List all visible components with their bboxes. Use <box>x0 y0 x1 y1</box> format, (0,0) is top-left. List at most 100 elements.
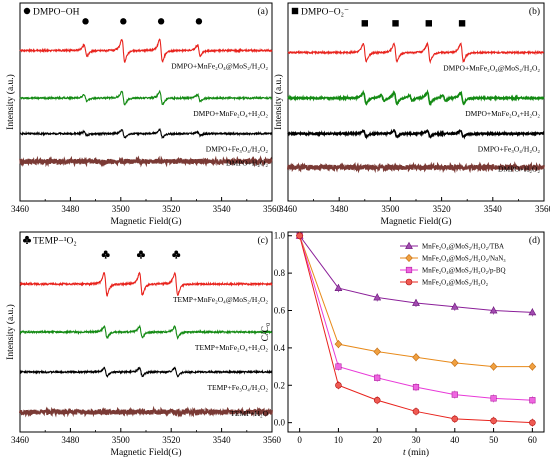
legend-entry: MnFe₂O₄@MoS₂/H₂O₂/TBA <box>422 243 504 251</box>
x-tick-label: 0 <box>297 435 302 445</box>
data-point <box>296 232 303 240</box>
legend-entry: MnFe₂O₄@MoS₂/H₂O₂/NaN₃ <box>422 255 506 263</box>
data-point <box>373 293 382 301</box>
legend-entry: MnFe₂O₄@MoS₂/H₂O₂ <box>422 279 489 287</box>
x-tick-label: 50 <box>489 435 499 445</box>
y-tick-label: 1.0 <box>274 231 286 241</box>
peak-marker-icon <box>195 18 203 25</box>
title-marker-icon <box>23 235 31 244</box>
data-point <box>335 381 342 389</box>
y-axis-label: Intensity (a.u.) <box>5 74 16 130</box>
x-tick-label: 3560 <box>535 204 550 214</box>
title-marker-icon <box>23 7 31 15</box>
data-point <box>373 396 381 404</box>
series-label: DMPO+Fe₃O₄/H₂O₂ <box>206 145 269 154</box>
legend-marker <box>405 278 413 286</box>
data-point <box>529 419 536 426</box>
panel-title: DMPO−O₂⁻ <box>301 8 349 18</box>
series-label: TEMP+MnFe₂O₄+H₂O₂ <box>195 343 268 352</box>
spectrum-line <box>19 155 273 168</box>
y-tick-label: 0.2 <box>274 380 285 390</box>
x-tick-label: 3480 <box>61 435 80 445</box>
y-tick-label: 0.0 <box>274 418 286 428</box>
x-axis-label: Magnetic Field(G) <box>111 216 182 227</box>
data-point <box>450 302 459 310</box>
data-point <box>529 397 536 404</box>
legend-marker <box>405 241 413 249</box>
y-axis-label: Intensity (a.u.) <box>5 304 16 360</box>
spectrum-line <box>287 128 545 140</box>
spectrum-line <box>19 128 273 140</box>
x-tick-label: 3540 <box>213 204 232 214</box>
series-label: DMPO+MnFe₂O₄+H₂O₂ <box>193 109 268 118</box>
x-tick-label: 3460 <box>279 204 298 214</box>
data-point <box>373 347 382 356</box>
series-label: DMPO+H₂O₂ <box>498 164 540 173</box>
data-point <box>334 340 343 349</box>
panel-title: TEMP−¹O₂ <box>33 237 77 247</box>
data-point <box>335 363 342 370</box>
series-label: DMPO+MnFe₂O₄@MoS₂/H₂O₂ <box>171 61 268 70</box>
x-tick-label: 10 <box>334 435 344 445</box>
x-tick-label: 20 <box>373 435 383 445</box>
x-tick-label: 3520 <box>162 435 181 445</box>
spectrum-line <box>19 89 273 106</box>
legend-marker <box>405 253 413 263</box>
x-tick-label: 3480 <box>61 204 80 214</box>
x-tick-label: 3480 <box>330 204 349 214</box>
x-tick-label: 60 <box>528 435 538 445</box>
x-tick-label: 3560 <box>263 204 282 214</box>
peak-marker-icon <box>157 18 165 25</box>
spectrum-line <box>19 324 273 340</box>
data-point <box>490 395 497 402</box>
y-axis-label: C/C₀ <box>261 323 271 342</box>
title-marker-icon <box>291 7 299 15</box>
y-tick-label: 0.4 <box>274 343 286 353</box>
x-tick-label: 30 <box>412 435 422 445</box>
y-tick-label: 0.6 <box>274 306 286 316</box>
x-tick-label: 3460 <box>11 204 30 214</box>
data-point <box>450 358 459 367</box>
spectrum-line <box>287 41 545 65</box>
data-point <box>412 298 420 306</box>
peak-marker-icon <box>82 18 89 25</box>
panel-title: DMPO−OH <box>33 8 80 18</box>
x-tick-label: 3520 <box>162 204 181 214</box>
legend-entry: MnFe₂O₄@MoS₂/H₂O₂/p-BQ <box>422 267 506 275</box>
data-point <box>489 306 498 314</box>
peak-marker-icon <box>425 20 432 27</box>
series-label: TEMP+MnFe₂O₄@MoS₂/H₂O₂ <box>173 295 268 304</box>
legend-marker <box>405 266 413 274</box>
plot-frame <box>19 2 273 202</box>
spectrum-line <box>19 405 273 418</box>
x-tick-label: 3560 <box>263 435 282 445</box>
y-tick-label: 0.8 <box>274 268 286 278</box>
x-tick-label: 3500 <box>381 204 400 214</box>
x-tick-label: 3540 <box>484 204 503 214</box>
data-point <box>528 362 537 371</box>
data-point <box>334 283 343 291</box>
series-label: DMPO+MnFe₂O₄@MoS₂/H₂O₂ <box>443 63 540 72</box>
series-label: TEMP+H₂O <box>230 409 268 418</box>
panel-letter: (b) <box>529 6 540 17</box>
data-point <box>412 353 420 362</box>
series-label: TEMP+Fe₃O₄/H₂O₂ <box>207 383 268 392</box>
spectrum-line <box>287 161 545 174</box>
data-point <box>451 391 458 398</box>
x-tick-label: 3500 <box>112 204 131 214</box>
series-label: DMPO+Fe₃O₄/H₂O₂ <box>478 145 541 154</box>
panel-letter: (a) <box>257 6 268 17</box>
y-axis-label: Intensity (a.u.) <box>273 74 284 130</box>
x-tick-label: 3540 <box>213 435 232 445</box>
peak-marker-icon <box>392 20 399 27</box>
x-tick-label: 40 <box>450 435 460 445</box>
spectrum-line <box>19 366 273 378</box>
data-point <box>412 408 420 415</box>
peak-marker-icon <box>136 250 145 259</box>
panel-letter: (c) <box>257 235 268 246</box>
peak-marker-icon <box>361 20 368 27</box>
x-axis-label: Magnetic Field(G) <box>381 216 452 227</box>
peak-marker-icon <box>458 20 466 27</box>
x-axis-label: Magnetic Field(G) <box>111 447 182 458</box>
